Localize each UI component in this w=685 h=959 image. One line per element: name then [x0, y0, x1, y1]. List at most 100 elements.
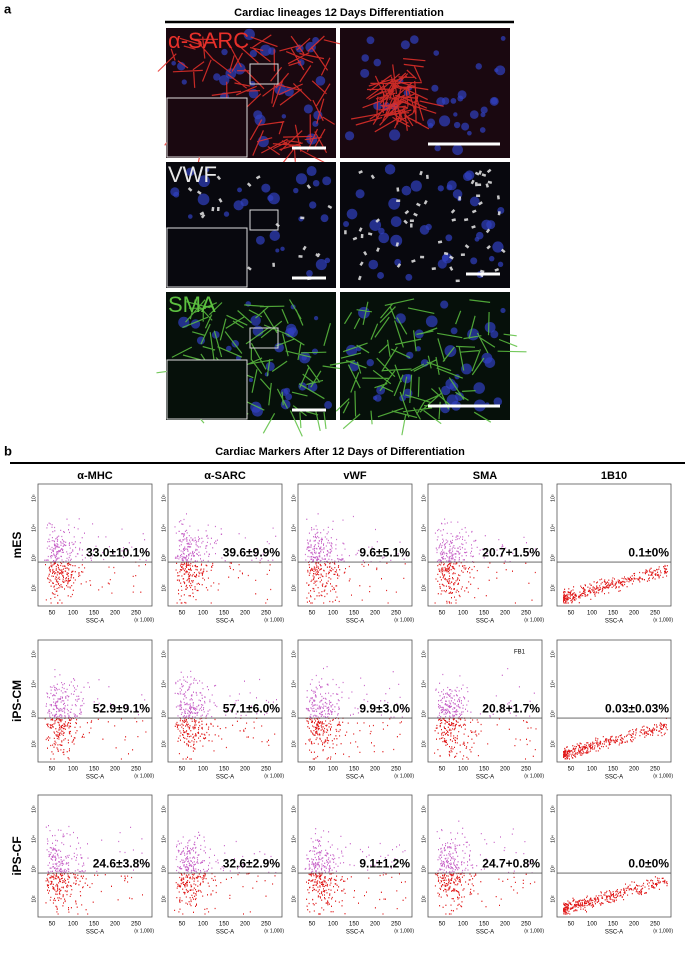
x-tick-label: 200: [629, 611, 640, 617]
y-tick-label: 10³: [291, 710, 297, 718]
events-positive: [305, 665, 403, 719]
y-tick-label: 10⁵: [31, 494, 37, 502]
events-positive: [174, 513, 277, 563]
nucleus: [237, 187, 242, 193]
y-tick-label: 10⁴: [291, 680, 297, 688]
gate-percentage: 9.9±3.0%: [359, 701, 410, 715]
y-tick-label: 10⁴: [421, 524, 427, 532]
events-positive: [436, 820, 533, 874]
events-negative: [45, 561, 146, 604]
row-label: iPS-CM: [10, 680, 24, 722]
nucleus: [378, 227, 385, 235]
inset-region: [249, 327, 279, 349]
nucleus: [181, 79, 187, 85]
inset: [166, 97, 248, 158]
nucleus: [470, 257, 478, 265]
nucleus: [489, 96, 499, 106]
nucleus: [475, 231, 484, 240]
nucleus: [497, 261, 504, 267]
nucleus: [265, 361, 275, 371]
stain-signal: [350, 58, 444, 133]
inset: [166, 359, 248, 420]
row-label: mES: [10, 532, 24, 559]
nucleus: [280, 246, 285, 252]
nucleus: [389, 129, 401, 141]
nucleus: [346, 208, 358, 220]
x-tick-label: 100: [198, 922, 209, 928]
plot-frame: [167, 794, 283, 918]
nucleus: [446, 180, 457, 191]
nucleus: [437, 185, 444, 192]
y-tick-label: 10²: [161, 740, 167, 748]
nucleus: [313, 316, 319, 321]
plot-frame: [37, 794, 153, 918]
gate-percentage: 0.1±0%: [628, 545, 669, 559]
nucleus: [197, 193, 210, 206]
row-label: iPS-CF: [10, 836, 24, 875]
x-axis-unit: (x 1,000): [524, 617, 544, 623]
x-tick-label: 50: [568, 767, 575, 773]
nucleus: [173, 191, 180, 198]
nucleus: [226, 345, 232, 352]
nucleus: [390, 216, 402, 227]
nucleus: [249, 49, 257, 58]
nucleus: [322, 176, 332, 186]
nucleus: [425, 315, 438, 328]
nucleus: [295, 173, 308, 185]
x-axis-label: SSC-A: [605, 619, 623, 625]
x-tick-label: 150: [479, 611, 490, 617]
events-negative: [434, 872, 536, 915]
nucleus: [441, 97, 450, 105]
nucleus: [309, 201, 317, 209]
nucleus: [384, 164, 396, 175]
nucleus: [480, 106, 488, 114]
nucleus: [490, 330, 499, 339]
x-axis-unit: (x 1,000): [653, 617, 673, 623]
y-tick-label: 10⁴: [161, 524, 167, 532]
nucleus: [315, 75, 326, 86]
x-tick-label: 250: [650, 611, 661, 617]
y-tick-label: 10²: [31, 895, 37, 903]
nucleus: [464, 170, 475, 180]
stain-label: α-SARC: [168, 28, 249, 53]
x-tick-label: 250: [650, 922, 661, 928]
nucleus: [493, 397, 503, 406]
x-tick-label: 150: [89, 767, 100, 773]
x-tick-label: 100: [68, 922, 79, 928]
nucleus: [254, 114, 266, 126]
x-tick-label: 100: [68, 611, 79, 617]
nucleus: [444, 345, 457, 357]
x-tick-label: 100: [587, 611, 598, 617]
y-tick-label: 10³: [31, 865, 37, 873]
x-axis-unit: (x 1,000): [264, 928, 284, 934]
x-tick-label: 50: [439, 611, 446, 617]
x-tick-label: 100: [458, 767, 469, 773]
events-negative: [563, 564, 668, 604]
x-tick-label: 200: [500, 611, 511, 617]
x-axis-label: SSC-A: [346, 775, 364, 781]
x-axis-unit: (x 1,000): [394, 617, 414, 623]
y-tick-label: 10²: [291, 584, 297, 592]
nucleus: [484, 357, 496, 368]
nucleus: [186, 167, 195, 177]
x-tick-label: 100: [328, 611, 339, 617]
events-positive: [434, 518, 536, 563]
nucleus: [269, 230, 281, 241]
inset-region: [249, 63, 279, 85]
nucleus: [425, 223, 432, 231]
nucleus: [250, 401, 262, 413]
x-tick-label: 250: [521, 611, 532, 617]
y-tick-label: 10³: [291, 554, 297, 562]
x-axis-label: SSC-A: [86, 619, 104, 625]
micrographs: α-SARC VWF SMA: [156, 28, 527, 437]
x-tick-label: 50: [49, 767, 56, 773]
x-tick-label: 150: [219, 767, 230, 773]
nucleus: [439, 115, 451, 127]
nucleus: [390, 234, 403, 247]
y-tick-label: 10⁵: [31, 650, 37, 658]
nucleus: [486, 220, 496, 230]
plot-frame: [556, 794, 672, 918]
x-axis-unit: (x 1,000): [653, 928, 673, 934]
column-header: α-MHC: [77, 470, 113, 482]
x-tick-label: 150: [608, 611, 619, 617]
